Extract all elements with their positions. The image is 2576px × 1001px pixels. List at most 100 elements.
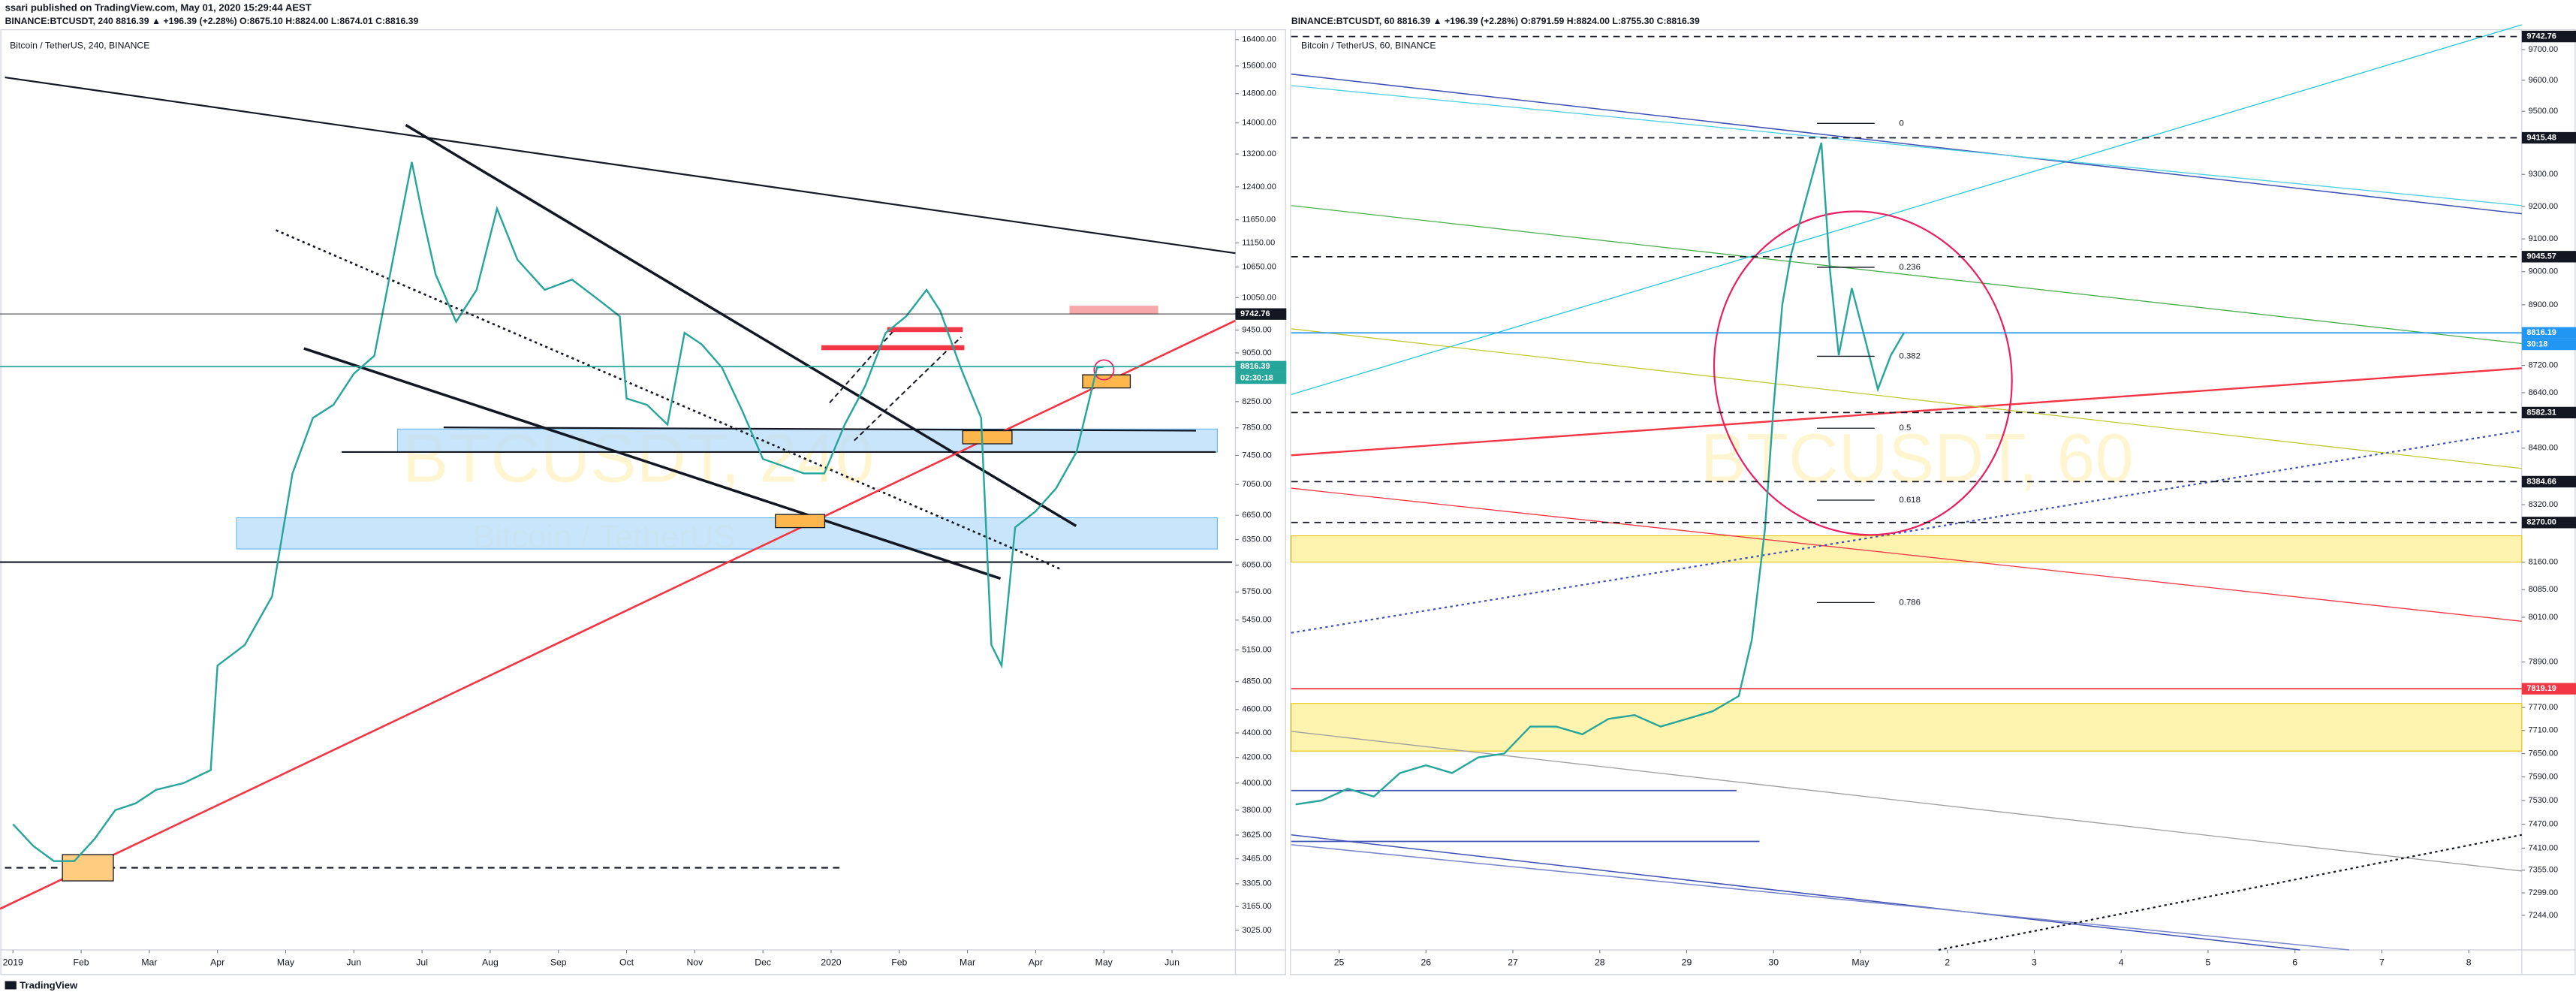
price-label: 9415.48 <box>2526 133 2556 142</box>
trend-line <box>1291 844 2350 951</box>
countdown-box <box>2521 338 2576 351</box>
marker-box <box>1082 374 1131 389</box>
circle <box>1713 210 2013 536</box>
price-label-box <box>1235 308 1287 320</box>
price-label: 8582.31 <box>2526 408 2556 417</box>
x-tick-label: 5 <box>2206 957 2211 968</box>
left-drawings <box>0 76 1237 910</box>
price-label-box <box>2521 30 2576 43</box>
y-tick-label: 10650.00 <box>1242 263 1276 272</box>
legend-right: BINANCE:BTCUSDT, 60 8816.39 ▲ +196.39 (+… <box>1291 16 1700 26</box>
y-tick-label: 11150.00 <box>1242 238 1275 247</box>
y-tick-label: 14000.00 <box>1242 119 1276 128</box>
x-tick-label: 7 <box>2379 957 2385 968</box>
footer-brand: TradingView <box>20 980 78 991</box>
x-tick-label: Mar <box>960 957 975 968</box>
y-tick-label: 3465.00 <box>1242 855 1272 864</box>
y-tick-label: 8720.00 <box>2529 360 2559 369</box>
y-tick-label: 15600.00 <box>1242 62 1276 71</box>
x-tick-label: 2 <box>1945 957 1950 968</box>
trend-line <box>1291 205 2522 345</box>
x-tick-label: Oct <box>619 957 634 968</box>
y-tick-label: 11650.00 <box>1242 216 1276 225</box>
price-label: 8816.39 <box>1240 362 1270 371</box>
y-tick-label: 9100.00 <box>2529 234 2559 243</box>
brand: TradingView <box>5 980 78 991</box>
x-tick-label: 4 <box>2119 957 2124 968</box>
y-tick-label: 7355.00 <box>2529 866 2559 875</box>
trend-line <box>276 229 1060 570</box>
y-tick-label: 3165.00 <box>1242 902 1272 911</box>
y-tick-label: 8010.00 <box>2529 613 2559 622</box>
price-label: 9742.76 <box>2526 32 2556 41</box>
y-tick-label: 16400.00 <box>1242 35 1276 44</box>
x-tick-label: 3 <box>2032 957 2037 968</box>
x-tick-label: Nov <box>686 957 704 968</box>
y-tick-label: 8900.00 <box>2529 300 2559 309</box>
price-label-box <box>1235 360 1287 372</box>
marker-box <box>962 430 1013 445</box>
zone <box>236 517 1218 550</box>
right-drawings <box>1291 24 2523 951</box>
y-tick-label: 3305.00 <box>1242 879 1272 888</box>
x-tick-label: Aug <box>482 957 499 968</box>
y-tick-label: 7850.00 <box>1242 424 1272 433</box>
trend-line <box>1291 487 2522 622</box>
pane-title: Bitcoin / TetherUS, 240, BINANCE <box>10 41 149 51</box>
marker-box <box>62 854 114 882</box>
x-tick-label: Dec <box>755 957 771 968</box>
zone <box>1291 535 2523 563</box>
trend-line <box>1291 430 2522 634</box>
trend-line <box>1291 85 2522 207</box>
price-label: 7819.19 <box>2526 684 2556 693</box>
y-tick-label: 7710.00 <box>2529 726 2559 735</box>
y-tick-label: 4400.00 <box>1242 728 1272 737</box>
zone <box>887 327 963 333</box>
y-tick-label: 7530.00 <box>2529 796 2559 805</box>
y-tick-label: 9450.00 <box>1242 325 1272 334</box>
x-tick-label: Feb <box>74 957 89 968</box>
price-label: 9742.76 <box>1240 309 1270 318</box>
y-tick-label: 8480.00 <box>2529 444 2559 453</box>
x-tick-label: Apr <box>210 957 224 968</box>
x-tick-label: May <box>1095 957 1113 968</box>
price-label-box <box>2521 251 2576 263</box>
y-tick-label: 4200.00 <box>1242 753 1272 762</box>
y-tick-label: 3800.00 <box>1242 806 1272 815</box>
y-tick-label: 3625.00 <box>1242 831 1272 840</box>
x-tick-label: May <box>1851 957 1869 968</box>
y-tick-label: 7650.00 <box>2529 749 2559 758</box>
y-tick-label: 6650.00 <box>1242 511 1272 520</box>
channel-line <box>829 328 896 403</box>
x-tick-label: 25 <box>1334 957 1345 968</box>
trend-line <box>1291 367 2522 457</box>
chart-layers: Bitcoin / TetherUS, 240, BINANCE 16400.00… <box>0 30 2576 968</box>
y-tick-label: 9200.00 <box>2529 202 2559 211</box>
panel-frame <box>0 29 1286 975</box>
price-label-box <box>2521 517 2576 529</box>
y-tick-label: 5150.00 <box>1242 645 1272 654</box>
y-tick-label: 13200.00 <box>1242 149 1276 158</box>
horizontal-line <box>443 427 1196 432</box>
y-tick-label: 8160.00 <box>2529 558 2559 567</box>
x-tick-label: 2019 <box>3 957 23 968</box>
price-label-box <box>2521 683 2576 695</box>
fib-label: 0 <box>1899 119 1903 128</box>
watermark: BTCUSDT, 60 <box>1701 421 2134 497</box>
fib-label: 0.618 <box>1899 496 1920 505</box>
price-label: 8384.66 <box>2526 477 2556 486</box>
countdown: 30:18 <box>2526 339 2547 348</box>
y-tick-label: 8640.00 <box>2529 388 2559 397</box>
x-tick-label: 28 <box>1595 957 1605 968</box>
y-tick-label: 6050.00 <box>1242 560 1272 569</box>
marker-box <box>775 514 826 529</box>
x-tick-label: 30 <box>1768 957 1779 968</box>
price-line <box>12 161 1104 862</box>
y-tick-label: 7244.00 <box>2529 911 2559 920</box>
y-tick-label: 7590.00 <box>2529 773 2559 782</box>
y-tick-label: 9700.00 <box>2529 45 2559 54</box>
y-tick-label: 10050.00 <box>1242 293 1276 302</box>
x-tick-label: Jun <box>1164 957 1180 968</box>
